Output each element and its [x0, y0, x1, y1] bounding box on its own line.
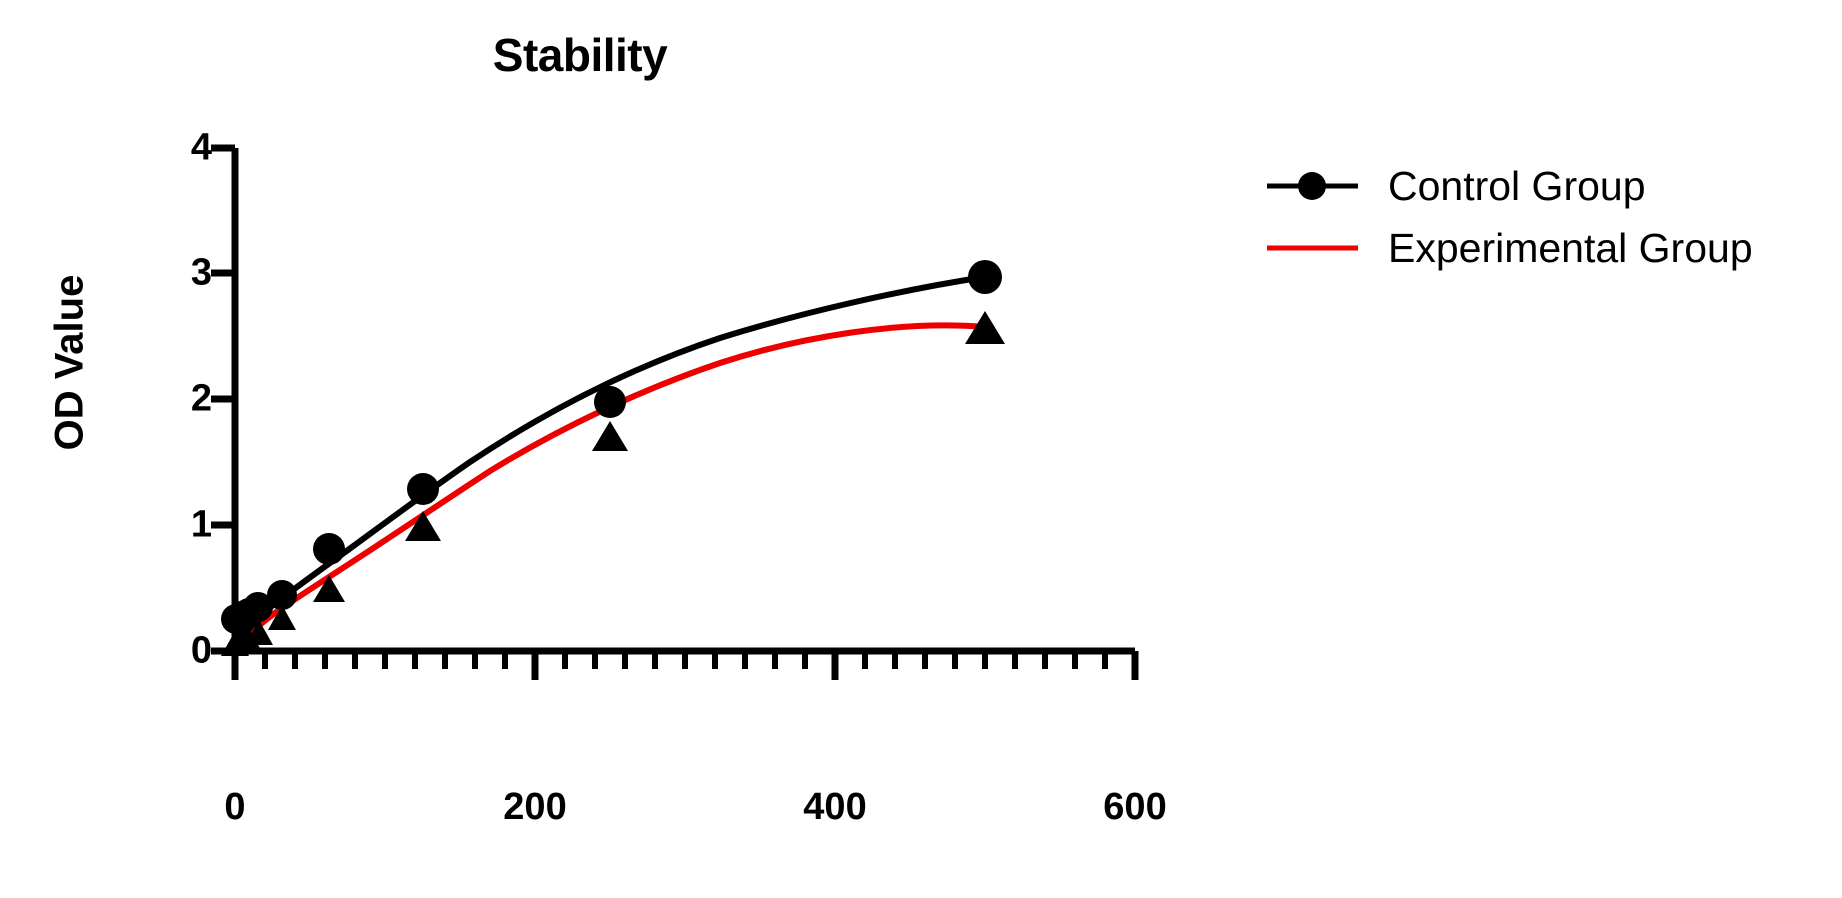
y-tick-label-0: 0: [190, 629, 212, 672]
series-line-experimental: [232, 322, 988, 654]
series-markers-experimental: [221, 311, 1005, 656]
legend: Control Group Experimental Group: [1265, 155, 1753, 279]
series-line-control: [232, 274, 988, 654]
x-tick-label-600: 600: [1103, 786, 1167, 828]
y-tick-label-3: 3: [190, 251, 212, 294]
legend-key-experimental-icon: [1265, 228, 1360, 268]
legend-item-control[interactable]: Control Group: [1265, 155, 1753, 217]
y-tick-label-1: 1: [190, 503, 212, 546]
x-minor-ticks: [262, 651, 1108, 669]
legend-label-experimental: Experimental Group: [1388, 224, 1753, 271]
y-tick-label-4: 4: [190, 126, 212, 169]
legend-item-experimental[interactable]: Experimental Group: [1265, 217, 1753, 279]
series-markers-control: [221, 260, 1002, 634]
x-tick-label-400: 400: [803, 786, 867, 828]
page-title: Stability: [492, 29, 668, 81]
x-tick-label-0: 0: [224, 786, 246, 828]
y-tick-label-2: 2: [190, 377, 212, 420]
legend-label-control: Control Group: [1388, 162, 1646, 209]
x-tick-label-200: 200: [503, 786, 567, 828]
legend-key-control-icon: [1265, 166, 1360, 206]
